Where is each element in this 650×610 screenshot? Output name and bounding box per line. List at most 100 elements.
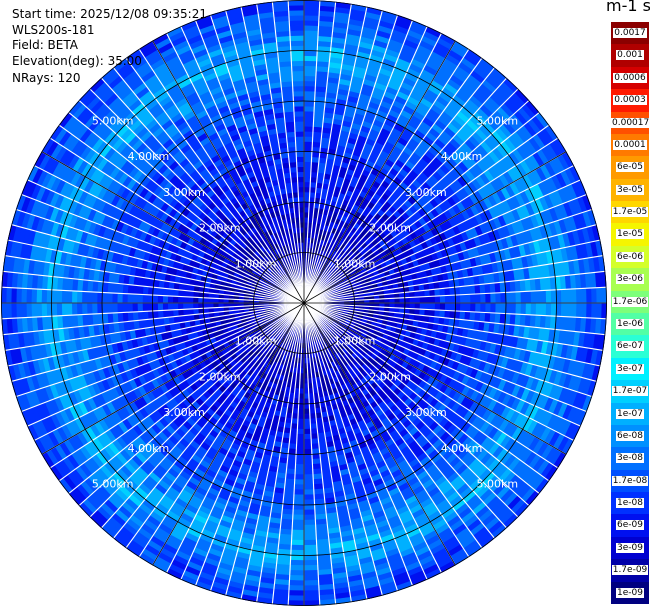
data-cell <box>429 295 436 304</box>
data-cell <box>311 156 320 163</box>
data-cell <box>303 29 319 37</box>
data-cell <box>303 115 315 122</box>
data-cell <box>434 295 441 304</box>
data-cell <box>454 294 461 304</box>
data-cell <box>303 514 316 521</box>
data-cell <box>291 534 305 541</box>
data-cell <box>303 176 311 183</box>
data-cell <box>550 289 557 304</box>
data-cell <box>424 309 431 317</box>
data-cell <box>490 292 497 304</box>
data-cell <box>465 293 471 304</box>
data-cell <box>303 585 320 592</box>
data-cell <box>295 448 305 455</box>
data-cell <box>310 166 319 173</box>
data-cell <box>581 287 588 304</box>
data-cell <box>510 291 517 304</box>
data-cell <box>291 524 305 531</box>
data-cell <box>303 161 312 168</box>
data-cell <box>289 569 305 577</box>
data-cell <box>294 474 305 481</box>
data-cell <box>292 519 305 526</box>
data-cell <box>570 288 578 304</box>
data-cell <box>576 288 583 304</box>
data-cell <box>424 296 431 304</box>
data-cell <box>303 519 316 526</box>
data-cell <box>297 413 305 420</box>
data-cell <box>303 50 318 57</box>
data-cell <box>289 433 298 440</box>
data-cell <box>460 294 466 304</box>
data-cell <box>303 453 313 460</box>
data-cell <box>310 433 319 440</box>
data-cell <box>303 544 318 551</box>
data-cell <box>303 499 315 506</box>
data-cell <box>291 529 305 536</box>
data-cell <box>565 288 572 304</box>
data-cell <box>545 302 552 317</box>
data-cell <box>591 302 598 319</box>
data-cell <box>409 302 416 310</box>
data-cell <box>303 428 312 435</box>
data-cell <box>303 186 311 193</box>
data-cell <box>555 289 562 304</box>
data-cell <box>303 125 314 132</box>
data-cell <box>288 443 297 450</box>
data-cell <box>520 302 527 315</box>
data-cell <box>570 302 578 318</box>
data-cell <box>303 534 317 541</box>
data-cell <box>288 580 305 587</box>
data-cell <box>303 146 313 153</box>
data-cell <box>298 403 305 410</box>
data-cell <box>303 539 318 546</box>
data-cell <box>303 201 310 208</box>
data-cell <box>303 464 314 470</box>
data-cell <box>439 309 446 319</box>
data-cell <box>560 288 567 304</box>
data-cell <box>303 469 314 476</box>
data-cell <box>303 166 312 173</box>
data-cell <box>303 4 320 11</box>
data-cell <box>515 302 522 315</box>
data-cell <box>293 494 305 501</box>
data-cell <box>490 302 497 314</box>
data-cell <box>510 302 517 315</box>
data-cell <box>303 423 311 430</box>
data-cell <box>500 292 507 304</box>
data-cell <box>303 569 319 577</box>
data-cell <box>303 529 317 536</box>
data-cell <box>289 559 305 566</box>
data-cell <box>303 181 311 188</box>
data-cell <box>289 575 305 582</box>
data-cell <box>303 554 318 561</box>
data-cell <box>424 302 431 310</box>
data-cell <box>303 590 320 597</box>
data-cell <box>297 408 305 415</box>
data-cell <box>303 489 315 496</box>
data-cell <box>303 85 316 92</box>
data-cell <box>530 302 537 316</box>
data-cell <box>293 489 305 496</box>
data-cell <box>535 290 542 304</box>
data-cell <box>303 398 310 405</box>
data-cell <box>303 448 313 455</box>
data-cell <box>429 288 436 297</box>
data-cell <box>310 438 320 445</box>
data-cell <box>292 504 305 511</box>
data-cell <box>310 176 318 183</box>
data-cell <box>303 408 311 415</box>
data-cell <box>560 302 567 318</box>
data-cell <box>296 438 305 445</box>
data-cell <box>475 302 482 313</box>
data-cell <box>434 309 441 318</box>
data-cell <box>303 95 316 102</box>
data-cell <box>290 423 298 430</box>
data-cell <box>310 423 318 430</box>
data-cell <box>586 287 593 304</box>
data-cell <box>424 289 431 297</box>
data-cell <box>500 302 507 314</box>
data-cell <box>310 161 320 168</box>
data-cell <box>293 499 305 506</box>
data-cell <box>576 302 583 318</box>
data-cell <box>296 428 305 435</box>
